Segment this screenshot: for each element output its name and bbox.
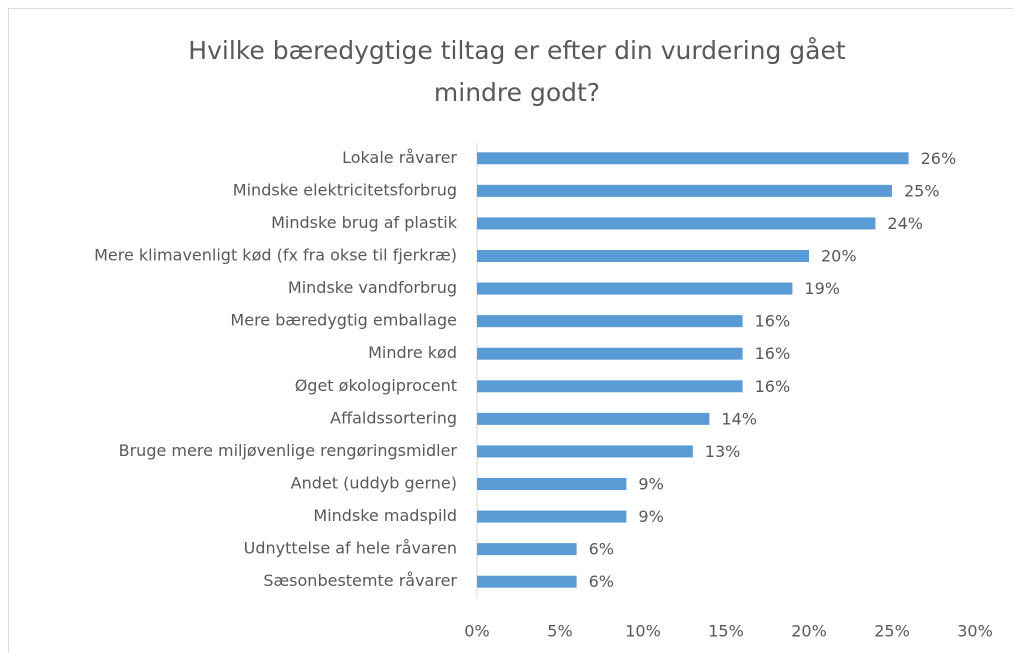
bar — [477, 347, 743, 360]
data-label: 16% — [755, 312, 791, 331]
bar — [477, 217, 876, 230]
x-tick-label: 20% — [791, 622, 827, 641]
data-label: 16% — [755, 344, 791, 363]
y-tick-label: Øget økologiprocent — [295, 376, 457, 395]
x-tick-label: 10% — [625, 622, 661, 641]
data-label: 20% — [821, 247, 857, 266]
y-tick-label: Mindske vandforbrug — [288, 278, 457, 297]
data-label: 9% — [638, 475, 663, 494]
data-label: 16% — [755, 377, 791, 396]
bar — [477, 445, 693, 458]
data-label: 9% — [638, 507, 663, 526]
y-tick-label: Mindske madspild — [313, 506, 457, 525]
bar — [477, 250, 809, 262]
y-tick-label: Bruge mere miljøvenlige rengøringsmidler — [119, 441, 458, 460]
bar — [477, 543, 577, 556]
bar — [477, 282, 793, 295]
bar — [477, 575, 577, 588]
y-tick-label: Udnyttelse af hele råvaren — [244, 539, 457, 558]
bar — [477, 412, 710, 425]
bar — [477, 152, 909, 165]
data-label: 26% — [921, 149, 957, 168]
y-tick-label: Mindske brug af plastik — [271, 213, 458, 232]
data-label: 19% — [804, 279, 840, 298]
y-tick-label: Andet (uddyb gerne) — [291, 474, 457, 493]
bar — [477, 478, 627, 490]
y-tick-label: Sæsonbestemte råvarer — [263, 571, 457, 590]
data-label: 25% — [904, 181, 940, 200]
y-tick-label: Mindske elektricitetsforbrug — [233, 180, 457, 199]
bar — [477, 510, 627, 523]
chart-border — [8, 8, 1013, 653]
data-label: 6% — [589, 540, 614, 559]
data-label: 24% — [887, 214, 923, 233]
x-tick-label: 15% — [708, 622, 744, 641]
bar — [477, 380, 743, 393]
x-tick-label: 25% — [874, 622, 910, 641]
x-tick-label: 30% — [957, 622, 993, 641]
x-tick-label: 0% — [464, 622, 489, 641]
bar — [477, 184, 892, 197]
y-tick-label: Affaldssortering — [330, 408, 457, 427]
data-label: 13% — [705, 442, 741, 461]
data-label: 14% — [721, 409, 757, 428]
x-tick-label: 5% — [547, 622, 572, 641]
y-tick-label: Mere klimavenligt kød (fx fra okse til f… — [94, 246, 457, 265]
data-label: 6% — [589, 572, 614, 591]
y-tick-label: Mere bæredygtig emballage — [230, 311, 457, 330]
bar — [477, 315, 743, 328]
chart-title: Hvilke bæredygtige tiltag er efter din v… — [188, 36, 846, 107]
y-tick-label: Lokale råvarer — [342, 148, 457, 167]
y-tick-label: Mindre kød — [368, 343, 457, 362]
